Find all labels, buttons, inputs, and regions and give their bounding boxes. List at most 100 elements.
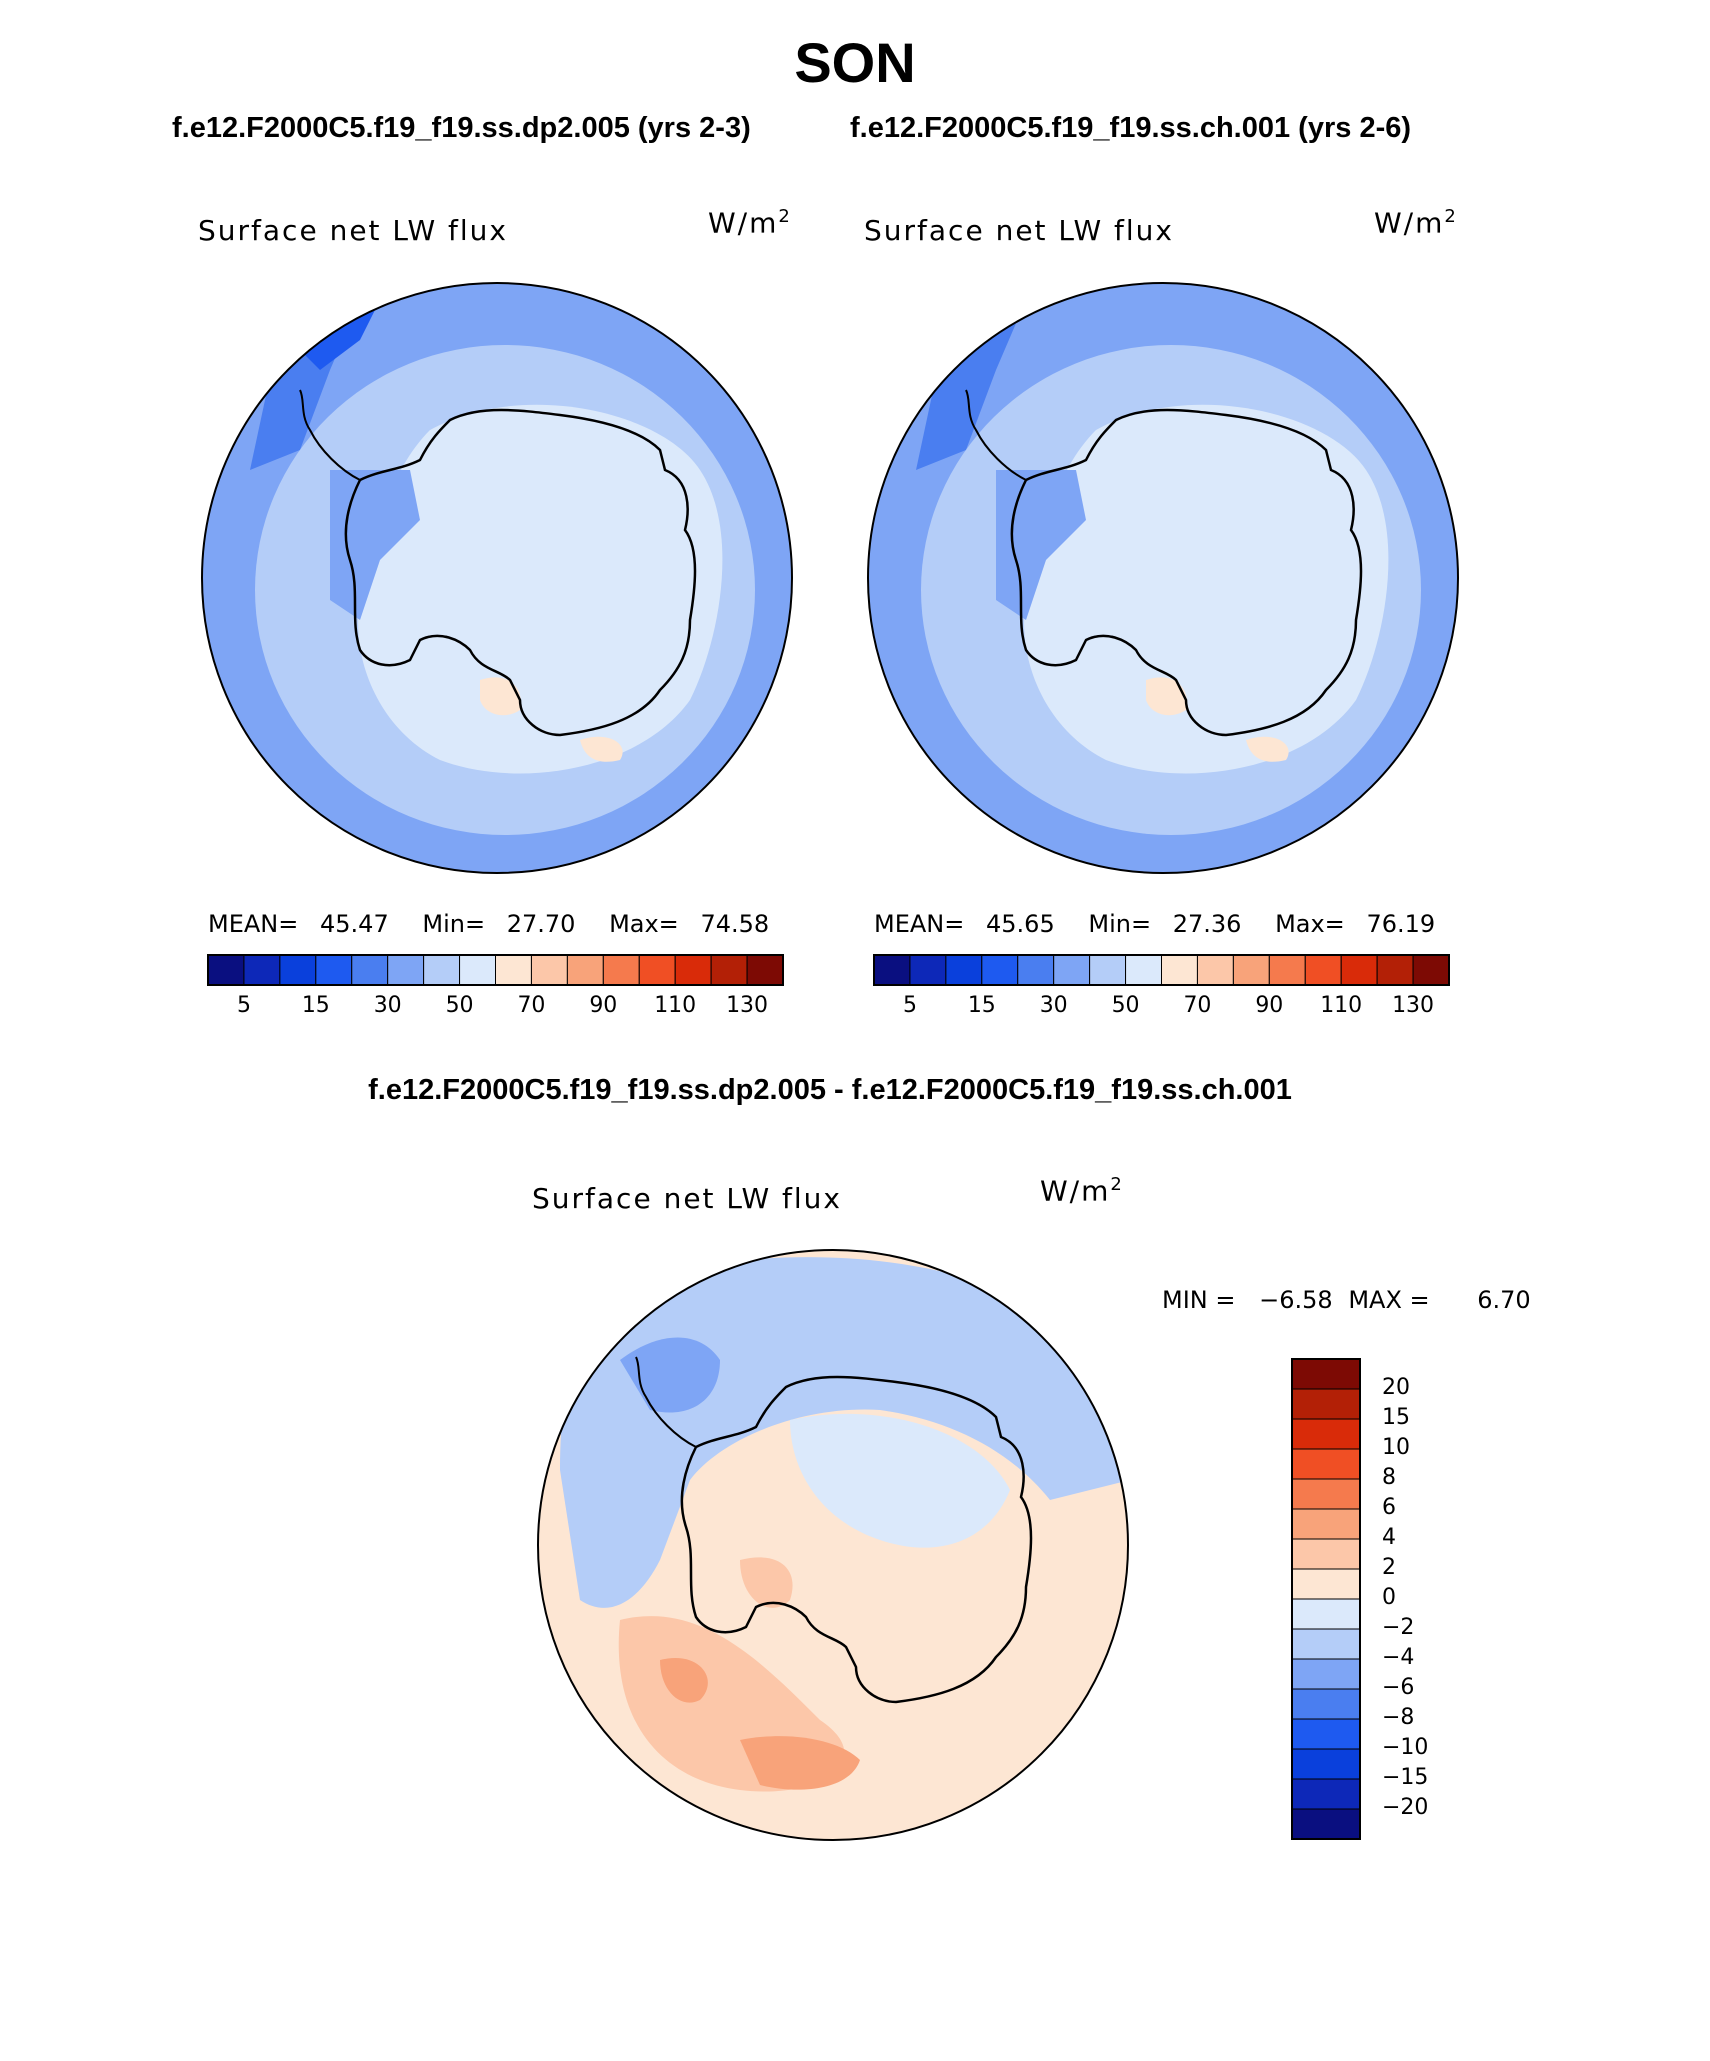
colorbar-swatch [1089,954,1127,986]
panel-2-label: Surface net LW flux [864,214,1174,247]
colorbar-swatch [243,954,281,986]
diff-title: f.e12.F2000C5.f19_f19.ss.dp2.005 - f.e12… [368,1074,1292,1106]
colorbar-tick-label: 90 [1255,993,1284,1018]
panel-2-stats: MEAN= 45.65 Min= 27.36 Max= 76.19 [874,910,1435,938]
colorbar-tick-label: −15 [1382,1765,1429,1790]
panel-3-warm-south [740,1736,860,1790]
panel-1-frame [201,282,793,874]
colorbar-swatch [1161,954,1198,986]
panel-1-inner-zone [358,404,723,774]
colorbar-tick-label: 130 [1392,993,1435,1018]
colorbar-tick-label: 0 [1382,1585,1396,1610]
panel-2-frame [867,282,1459,874]
colorbar-tick-label: −4 [1382,1645,1415,1670]
panel-2-mean: 45.65 [986,910,1055,938]
colorbar-tick-label: −2 [1382,1615,1415,1640]
panel-1-warm-patch-2 [580,736,623,762]
colorbar-swatch [1376,954,1414,986]
colorbar-tick-label: 30 [1039,993,1068,1018]
panel-1-peninsula [299,389,361,481]
panel-2-colorbar [873,954,1450,986]
colorbar-swatch [746,954,784,986]
colorbar-swatch [1291,1808,1361,1840]
colorbar-swatch [1291,1598,1361,1630]
colorbar-tick-label: 8 [1382,1465,1396,1490]
panel-2-max: 76.19 [1366,910,1436,938]
panel-2-antarctica-coast [1010,408,1363,737]
panel-1-max-label: Max= [609,910,679,938]
colorbar-swatch [459,954,496,986]
panel-1-max: 74.58 [700,910,770,938]
panel-2-warm-patch-2 [1246,736,1289,762]
colorbar-swatch [1291,1538,1361,1570]
colorbar-swatch [1291,1628,1361,1660]
colorbar-swatch [710,954,748,986]
panel-2-max-label: Max= [1275,910,1345,938]
colorbar-tick-label: 30 [373,993,402,1018]
panel-1-warm-patch [480,677,521,716]
panel-3-cool-light [790,1413,1010,1548]
panel-1-units: W/m2 [708,206,792,240]
panel-1-min: 27.70 [506,910,576,938]
panel-3-frame [537,1249,1129,1841]
colorbar-frame [1291,1358,1361,1840]
colorbar-swatch [423,954,461,986]
figure-title: SON [794,31,916,94]
colorbar-swatch [315,954,353,986]
colorbar-swatch [1291,1388,1361,1420]
colorbar-swatch [1291,1568,1361,1600]
colorbar-swatch [945,954,983,986]
colorbar-tick-label: 130 [726,993,769,1018]
panel-3-peninsula [635,1356,697,1448]
colorbar-swatch [1304,954,1342,986]
colorbar-tick-label: 15 [301,993,330,1018]
colorbar-tick-label: 10 [1382,1435,1410,1460]
panel-1-coast-band [330,470,420,620]
panel-1-mean-label: MEAN= [208,910,299,938]
panel-3-stats: MIN = −6.58 MAX = 6.70 [1162,1286,1531,1314]
colorbar-tick-label: 6 [1382,1495,1396,1520]
colorbar-frame [873,954,1450,986]
colorbar-swatch [909,954,947,986]
panel-2-min-label: Min= [1088,910,1152,938]
colorbar-tick-label: 20 [1382,1375,1410,1400]
panel-1-mean: 45.47 [320,910,389,938]
colorbar-tick-label: −20 [1382,1795,1429,1820]
colorbar-tick-label: 110 [654,993,697,1018]
colorbar-swatch [1291,1358,1361,1390]
panel-2-units: W/m2 [1374,206,1458,240]
panel-2-mean-label: MEAN= [874,910,965,938]
panel-2-inner-zone [1024,404,1389,774]
colorbar-tick-label: 15 [967,993,996,1018]
panel-3-max: 6.70 [1477,1286,1531,1314]
panel-3-min-label: MIN = [1162,1286,1236,1314]
colorbar-frame [207,954,784,986]
colorbar-swatch [1291,1448,1361,1480]
panel-2-coast-band [996,470,1086,620]
panel-1-min-label: Min= [422,910,486,938]
colorbar-tick-label: −8 [1382,1705,1415,1730]
colorbar-tick-label: 70 [1183,993,1212,1018]
colorbar-tick-label: 90 [589,993,618,1018]
panel-3-antarctica-coast [680,1375,1033,1704]
panel-3-warm-center [740,1557,793,1608]
panel-3-colorbar [1291,1358,1361,1840]
colorbar-tick-label: 5 [902,993,917,1018]
panel-1-colorbar [207,954,784,986]
colorbar-tick-label: −6 [1382,1675,1415,1700]
colorbar-swatch [1291,1418,1361,1450]
subtitle-left: f.e12.F2000C5.f19_f19.ss.dp2.005 (yrs 2-… [172,112,751,144]
subtitle-right: f.e12.F2000C5.f19_f19.ss.ch.001 (yrs 2-6… [850,112,1412,144]
colorbar-tick-label: 4 [1382,1525,1396,1550]
panel-3-units: W/m2 [1040,1174,1124,1208]
colorbar-tick-label: 15 [1382,1405,1410,1430]
panel-3-max-label: MAX = [1348,1286,1430,1314]
colorbar-tick-label: 70 [517,993,546,1018]
panel-3-label: Surface net LW flux [532,1182,842,1215]
colorbar-swatch [1291,1658,1361,1690]
panel-1-label: Surface net LW flux [198,214,508,247]
panel-2-min: 27.36 [1172,910,1242,938]
